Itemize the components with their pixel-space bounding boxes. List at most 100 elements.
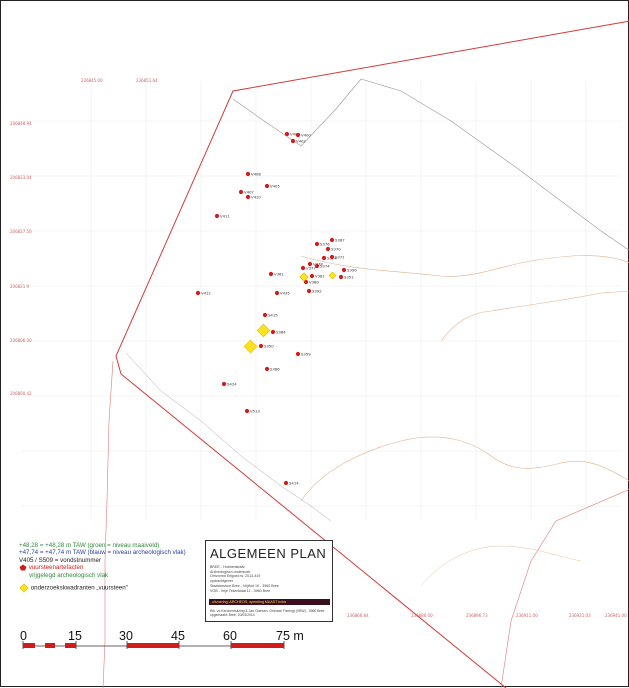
find-marker bbox=[329, 254, 335, 260]
find-marker bbox=[306, 288, 312, 294]
title-detail-line: VOB - Vrije Tekenklaal 11 - 3960 Bree bbox=[210, 588, 271, 593]
find-marker bbox=[195, 290, 201, 296]
find-marker bbox=[329, 237, 335, 243]
title-detail-line: Archeologisch onderzoek bbox=[210, 569, 251, 574]
coord-label-top: 236845.00 bbox=[81, 78, 103, 83]
find-marker bbox=[258, 343, 264, 349]
title-detail-line: BREE - Hoebenstraat bbox=[210, 565, 245, 569]
find-label: S384 bbox=[276, 330, 286, 335]
excavation-outline bbox=[232, 78, 629, 251]
find-label: S387 bbox=[335, 238, 345, 243]
find-label: V378 bbox=[313, 262, 323, 267]
find-marker bbox=[264, 366, 270, 372]
find-label: V402 bbox=[296, 139, 306, 144]
scale-label: 15 bbox=[68, 629, 82, 643]
title-block-details: BREE - Hoebenstraat Archeologisch onderz… bbox=[210, 565, 330, 593]
find-label: S359 bbox=[301, 352, 311, 357]
plot-boundary-outer-2 bbox=[500, 489, 629, 688]
contour-line-3 bbox=[300, 436, 629, 502]
map-legend: +48,28 = +48,28 m TAW (groen = niveau ma… bbox=[19, 542, 197, 593]
find-label: V404 bbox=[290, 132, 300, 137]
plot-boundary bbox=[115, 20, 629, 688]
survey-square bbox=[256, 323, 271, 338]
find-label: V407 bbox=[244, 190, 254, 195]
title-detail-line: Omvormd Erfgoed ts. 2013-419 bbox=[210, 574, 261, 579]
legend-blue-level: +47,74 = +47,74 m TAW (blauw = niveau ar… bbox=[19, 549, 186, 557]
find-label: S392 bbox=[312, 289, 322, 294]
find-marker bbox=[214, 213, 220, 219]
contour-line-1 bbox=[300, 255, 629, 277]
find-label: S424 bbox=[227, 382, 237, 387]
find-label: V380 bbox=[309, 280, 319, 285]
find-marker bbox=[264, 183, 270, 189]
find-marker bbox=[314, 241, 320, 247]
find-marker bbox=[338, 274, 344, 280]
find-marker bbox=[295, 351, 301, 357]
find-marker bbox=[303, 279, 309, 285]
title-footer-line: Rik. vd Kerckenhuizing & Jan Claesen, Gr… bbox=[210, 609, 325, 613]
find-label: S370 bbox=[331, 247, 341, 252]
coord-label-left: 206800.42 bbox=[10, 391, 32, 396]
find-marker bbox=[262, 312, 268, 318]
find-marker bbox=[268, 271, 274, 277]
scale-label: 45 bbox=[171, 629, 185, 643]
coord-label-left: 206821.9 bbox=[10, 284, 30, 289]
find-label: S414 bbox=[289, 481, 299, 486]
find-marker bbox=[295, 132, 301, 138]
contour-line-4 bbox=[420, 545, 582, 587]
contour-line-2 bbox=[440, 290, 629, 342]
find-marker bbox=[321, 255, 327, 261]
coord-label-bottom: 236921.03 bbox=[569, 613, 591, 618]
coord-label-left: 206833.04 bbox=[10, 175, 32, 180]
plot-boundary-outer bbox=[102, 360, 114, 688]
find-label: V411 bbox=[220, 214, 230, 219]
title-detail-line: opdrachtgever bbox=[210, 579, 233, 584]
legend-green-level: +48,28 = +48,28 m TAW (groen = niveau ma… bbox=[19, 542, 160, 549]
find-label: S376 bbox=[320, 242, 330, 247]
find-marker bbox=[307, 261, 313, 267]
find-marker bbox=[244, 408, 250, 414]
find-marker bbox=[274, 290, 280, 296]
find-marker bbox=[290, 138, 296, 144]
find-marker bbox=[270, 329, 276, 335]
find-label: S415 bbox=[268, 313, 278, 318]
find-label: S350 bbox=[264, 344, 274, 349]
find-marker bbox=[283, 480, 289, 486]
survey-squares bbox=[243, 271, 337, 354]
legend-squares-label: onderzoekskwadranten „vuursteen" bbox=[30, 584, 128, 592]
coord-label-bottom: 236866.84 bbox=[347, 613, 369, 618]
find-label: S374 bbox=[320, 264, 330, 269]
survey-square bbox=[299, 272, 309, 282]
find-label: S351 bbox=[344, 275, 354, 280]
legend-flint-artefacts: vuursteenartefacten bbox=[19, 564, 197, 572]
find-label: V410 bbox=[251, 195, 261, 200]
plan-title: ALGEMEEN PLAN bbox=[210, 546, 327, 561]
find-label: S386 bbox=[270, 367, 280, 372]
coord-label-bottom: 236880.00 bbox=[411, 613, 433, 618]
find-label: V513 bbox=[250, 409, 260, 414]
survey-square bbox=[243, 339, 258, 354]
scale-bar bbox=[22, 641, 285, 649]
find-marker bbox=[245, 171, 251, 177]
coord-label-bottom: 236896.73 bbox=[466, 613, 488, 618]
find-marker bbox=[341, 267, 347, 273]
scale-label: 60 bbox=[223, 629, 237, 643]
excavation-outline-2 bbox=[125, 352, 332, 522]
find-label: V408 bbox=[251, 172, 261, 177]
find-label: V400 bbox=[301, 133, 311, 138]
find-label: V435 bbox=[280, 291, 290, 296]
title-detail-line: Stadsbestuur Bree - Vrijthof 10 - 3960 B… bbox=[210, 583, 279, 588]
find-marker bbox=[309, 273, 315, 279]
find-marker bbox=[245, 194, 251, 200]
title-block-executor-band: uitvoering: ARCHEOS, opmeting MAAST bvba bbox=[209, 599, 330, 605]
find-label: V405 bbox=[270, 184, 280, 189]
find-marker bbox=[238, 189, 244, 195]
legend-survey-squares: onderzoekskwadranten „vuursteen" bbox=[19, 583, 197, 593]
yellow-diamond-icon bbox=[19, 583, 29, 593]
survey-square bbox=[328, 271, 337, 280]
legend-find-number: V405 / S509 = vondstnummer bbox=[19, 556, 102, 564]
coord-label-bottom: 236941.00 bbox=[605, 613, 627, 618]
